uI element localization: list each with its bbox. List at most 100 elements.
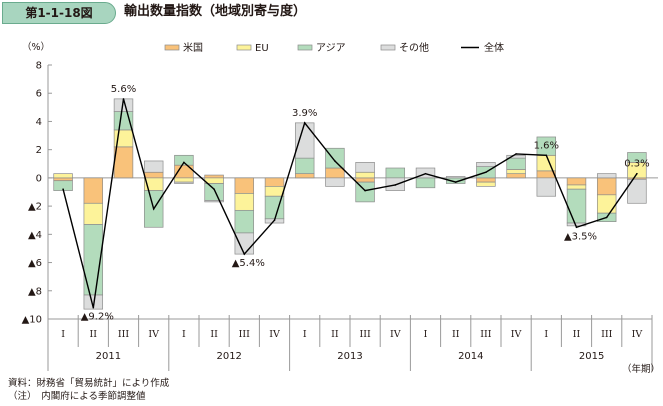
x-tick-label-quarter: II: [573, 329, 581, 340]
bar-segment-asia: [627, 152, 647, 163]
bar-segment-us: [355, 177, 375, 183]
bar-segment-asia: [325, 147, 345, 169]
x-tick-label-quarter: III: [601, 329, 613, 340]
bar-segment-us: [596, 177, 617, 196]
total-point: [485, 171, 487, 174]
bar-segment-other: [294, 122, 315, 159]
bar-segment-other: [536, 177, 557, 197]
data-label: 0.3%: [624, 159, 649, 170]
legend-label-asia: アジア: [316, 43, 346, 54]
y-tick-label: ▲6: [28, 258, 42, 269]
total-point: [243, 253, 246, 255]
bar-segment-eu: [174, 177, 194, 183]
bar-segment-us: [566, 177, 587, 186]
data-label: 5.6%: [111, 84, 136, 95]
bar-segment-other: [174, 181, 194, 184]
x-tick-label-quarter: I: [424, 329, 428, 340]
legend: 米国 EU アジア その他 全体: [164, 41, 504, 54]
bars: [53, 98, 647, 310]
bar-segment-us: [113, 146, 134, 179]
legend-label-eu: EU: [255, 43, 269, 54]
bar-segment-asia: [566, 188, 587, 224]
data-label: 3.9%: [292, 108, 317, 119]
y-tick-label: ▲10: [22, 315, 42, 326]
total-point: [454, 181, 457, 183]
bar-segment-eu: [476, 181, 496, 187]
bar-segment-other: [627, 178, 647, 204]
total-point: [213, 188, 215, 190]
annotations: ▲9.2% 5.6% ▲5.4% 3.9% 1.6% ▲3.5% 0.3%: [81, 84, 650, 323]
x-tick-label-quarter: II: [452, 329, 460, 340]
x-tick-label-quarter: IV: [511, 329, 522, 340]
bar-segment-other: [506, 154, 526, 159]
legend-swatch-us: [164, 44, 180, 51]
bar-segment-asia: [385, 167, 406, 179]
bar-segment-asia: [506, 157, 526, 170]
x-tick-label-year: 2015: [579, 351, 604, 362]
total-point: [605, 216, 608, 219]
bar-segment-asia: [174, 154, 194, 166]
bar-segment-eu: [83, 202, 104, 225]
y-axis-label: （%）: [22, 41, 50, 53]
y-tick-label: ▲2: [28, 202, 42, 213]
legend-swatch-eu: [236, 44, 252, 51]
bar-segment-us: [264, 177, 285, 187]
x-tick-label-quarter: III: [480, 329, 492, 340]
x-tick-label-quarter: III: [359, 329, 371, 340]
x-tick-label-quarter: IV: [390, 329, 401, 340]
bar-segment-us: [325, 167, 345, 179]
x-tick-label-quarter: I: [303, 329, 307, 340]
bar-segment-asia: [234, 209, 255, 234]
y-tick-label: 6: [36, 89, 42, 100]
bar-segment-other: [234, 232, 255, 255]
bar-segment-us: [476, 177, 496, 183]
x-tick-label-quarter: I: [544, 329, 548, 340]
legend-label-us: 米国: [183, 41, 203, 54]
source-note: 資料：財務省「貿易統計」により作成: [8, 378, 170, 389]
x-tick-label-quarter: II: [90, 329, 98, 340]
bar-segment-eu: [355, 171, 375, 179]
bar-segment-other: [476, 162, 496, 167]
total-point: [303, 122, 306, 124]
y-tick-label: 2: [36, 145, 42, 156]
total-point: [424, 172, 427, 175]
data-label: 1.6%: [534, 140, 559, 151]
y-tick-label: 0: [36, 173, 42, 184]
x-tick-label-quarter: I: [182, 329, 186, 340]
x-tick-label-quarter: III: [118, 329, 130, 340]
x-tick-label-quarter: III: [239, 329, 251, 340]
bar-segment-us: [204, 174, 224, 179]
x-tick-label-quarter: II: [210, 329, 218, 340]
data-label: ▲5.4%: [232, 258, 265, 269]
legend-swatch-asia: [297, 44, 313, 51]
y-tick-label: 8: [36, 61, 42, 72]
total-line: [62, 98, 638, 308]
bar-segment-other: [596, 173, 617, 179]
x-axis-label: （年期）: [622, 363, 660, 375]
bar-segment-eu: [536, 154, 557, 172]
x-tick-label-quarter: I: [61, 329, 65, 340]
bar-segment-us: [506, 173, 526, 179]
y-tick-label: 4: [36, 117, 42, 128]
total-point: [122, 98, 125, 100]
bar-segment-eu: [596, 194, 617, 214]
bar-segment-us: [143, 171, 164, 179]
bar-segment-eu: [264, 186, 285, 197]
legend-swatch-other: [380, 44, 396, 51]
bar-segment-asia: [415, 177, 436, 189]
footnote: （注） 内閣府による季節調整値: [8, 391, 146, 402]
x-tick-label-year: 2014: [458, 351, 483, 362]
data-label: ▲9.2%: [81, 312, 114, 323]
total-point: [394, 184, 397, 186]
total-point: [152, 208, 155, 210]
bar-segment-other: [325, 177, 345, 187]
bar-segment-us: [294, 173, 315, 179]
total-line-group: [62, 98, 638, 309]
total-point: [364, 189, 366, 192]
bar-segment-eu: [506, 169, 526, 175]
total-point: [545, 154, 548, 157]
y-tick-label: ▲4: [28, 230, 42, 241]
x-tick-label-year: 2011: [96, 351, 121, 362]
bar-segment-other: [143, 160, 164, 173]
